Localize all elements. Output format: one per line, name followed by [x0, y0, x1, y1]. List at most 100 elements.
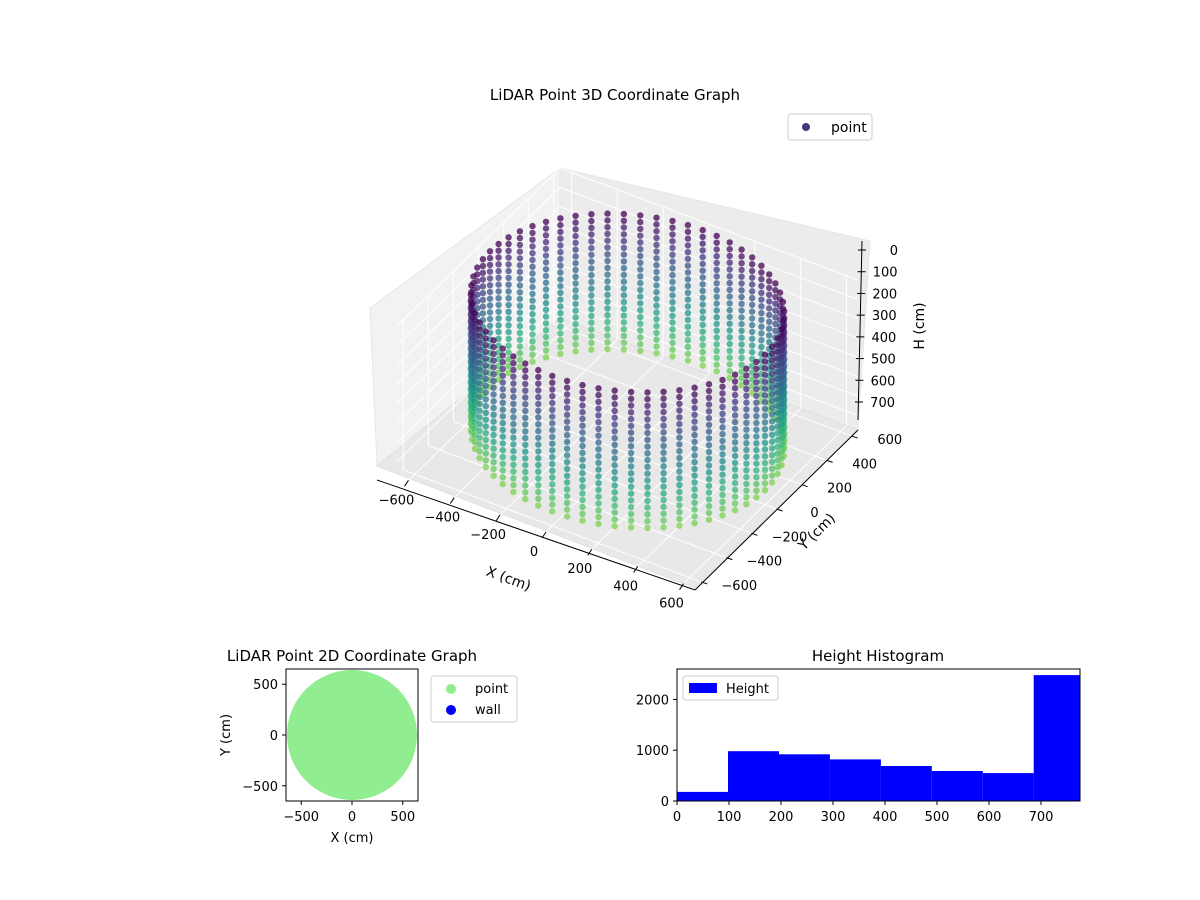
point-marker	[516, 228, 524, 235]
legend-frame	[787, 113, 873, 141]
point-marker	[637, 334, 644, 341]
point-marker	[713, 347, 720, 355]
point-marker	[705, 435, 713, 442]
point-marker	[557, 249, 564, 256]
point-marker	[669, 305, 676, 313]
point-marker	[557, 228, 564, 236]
point-marker	[505, 295, 512, 302]
point-marker	[595, 466, 602, 473]
point-marker	[713, 334, 720, 341]
point-marker	[549, 433, 556, 441]
point-marker	[522, 468, 529, 476]
point-marker	[490, 431, 497, 439]
point-marker	[753, 413, 760, 420]
point-marker	[731, 412, 739, 419]
x-tick-label: −500	[283, 810, 319, 825]
point-marker	[516, 234, 524, 242]
histogram-bar	[677, 791, 728, 801]
point-marker	[705, 448, 713, 456]
point-marker	[557, 316, 564, 324]
point-marker	[684, 296, 692, 303]
point-marker	[535, 482, 542, 489]
chart-3d-points	[467, 210, 788, 532]
point-marker	[774, 355, 781, 362]
point-marker	[542, 218, 550, 225]
point-marker	[495, 301, 502, 309]
point-marker	[719, 437, 726, 445]
point-marker	[731, 459, 739, 466]
point-marker	[637, 340, 644, 348]
point-marker	[627, 463, 635, 470]
chart-2d-x-label: X (cm)	[331, 831, 374, 846]
point-marker	[535, 448, 542, 455]
point-marker	[676, 475, 683, 482]
point-marker	[768, 452, 776, 459]
histogram-bar	[829, 759, 881, 801]
point-marker	[684, 330, 692, 337]
point-marker	[713, 354, 720, 361]
point-marker	[713, 259, 720, 267]
point-marker	[604, 237, 611, 244]
point-marker	[644, 490, 651, 498]
point-marker	[529, 263, 536, 270]
point-marker	[684, 228, 692, 235]
point-marker	[761, 480, 769, 487]
point-marker	[758, 282, 765, 290]
point-marker	[557, 242, 564, 249]
point-marker	[604, 230, 611, 238]
point-marker	[653, 282, 660, 289]
point-marker	[572, 300, 579, 308]
point-marker	[699, 254, 706, 261]
point-marker	[510, 366, 517, 374]
point-marker	[505, 247, 512, 254]
point-marker	[542, 340, 550, 347]
point-marker	[749, 308, 756, 315]
point-marker	[542, 286, 550, 293]
point-marker	[731, 405, 739, 412]
point-marker	[627, 409, 635, 416]
point-marker	[660, 408, 667, 416]
point-marker	[749, 267, 756, 275]
point-marker	[676, 434, 683, 441]
point-marker	[676, 387, 683, 394]
point-marker	[588, 346, 595, 353]
point-marker	[579, 395, 586, 402]
point-marker	[768, 418, 776, 425]
point-marker	[637, 286, 644, 294]
point-marker	[505, 322, 512, 329]
point-marker	[684, 303, 692, 310]
point-marker	[676, 468, 683, 475]
point-marker	[535, 461, 542, 469]
point-marker	[738, 348, 745, 355]
point-marker	[772, 293, 779, 301]
point-marker	[516, 302, 524, 309]
point-marker	[549, 420, 556, 427]
point-marker	[604, 339, 611, 346]
point-marker	[549, 467, 556, 474]
point-marker	[499, 365, 506, 373]
point-marker	[691, 445, 698, 452]
x-tick-label: 500	[390, 810, 415, 825]
point-marker	[699, 260, 706, 268]
chart-3d-legend: point	[787, 113, 873, 141]
histogram-legend: Height	[682, 675, 779, 701]
point-marker	[774, 402, 781, 410]
point-marker	[761, 419, 769, 426]
point-marker	[731, 452, 739, 460]
point-marker	[535, 387, 542, 394]
point-marker	[713, 280, 720, 287]
x-tick-label: 500	[925, 810, 950, 825]
point-marker	[604, 224, 611, 231]
point-marker	[731, 500, 739, 507]
point-marker	[758, 316, 765, 324]
point-marker	[726, 279, 733, 287]
point-marker	[588, 326, 595, 333]
point-marker	[563, 499, 571, 507]
point-marker	[490, 452, 497, 459]
point-marker	[495, 315, 502, 322]
point-marker	[557, 255, 564, 263]
point-marker	[557, 296, 564, 303]
point-marker	[653, 221, 660, 228]
point-marker	[676, 400, 683, 407]
point-marker	[738, 381, 745, 389]
